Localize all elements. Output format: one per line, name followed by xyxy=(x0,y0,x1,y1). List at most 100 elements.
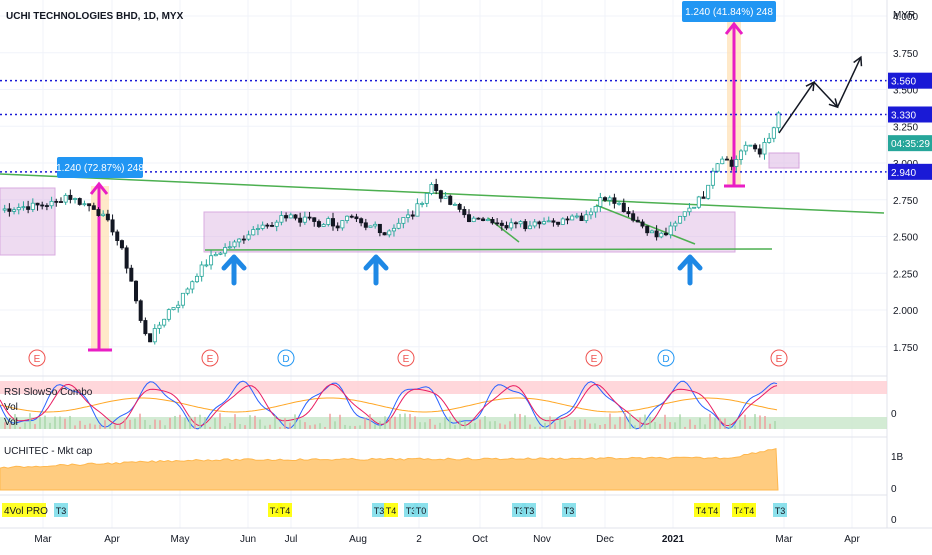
oscillator-volume-bar xyxy=(339,414,341,429)
volume-badge-bg-2 xyxy=(278,503,292,517)
oscillator-volume-bar xyxy=(234,414,236,429)
price-tick-1: 3.750 xyxy=(893,49,918,60)
event-marker-label-3: E xyxy=(403,354,410,365)
candle-body-113 xyxy=(527,225,532,230)
oscillator-volume-bar xyxy=(69,415,71,429)
candle-body-87 xyxy=(406,214,411,218)
candle-body-30 xyxy=(138,300,143,321)
candle-body-22 xyxy=(101,213,106,216)
candle-body-55 xyxy=(255,228,260,230)
oscillator-volume-bar xyxy=(479,419,481,429)
projection-segment-2 xyxy=(836,56,862,108)
oscillator-volume-bar xyxy=(219,413,221,429)
oscillator-volume-bar xyxy=(529,424,531,429)
volume-badge-8: T3 xyxy=(524,506,535,516)
oscillator-volume-bar xyxy=(349,425,351,429)
price-axis-unit: MYR xyxy=(893,10,915,21)
volume-badge-12: T4 xyxy=(734,506,745,516)
candle-body-61 xyxy=(284,215,289,219)
volume-badge-3: T3 xyxy=(374,506,385,516)
candle-body-69 xyxy=(321,224,326,227)
market-cap-tick-0: 0 xyxy=(891,484,897,495)
oscillator-volume-bar xyxy=(259,419,261,429)
price-label-bg-3 xyxy=(888,163,932,180)
candle-body-32 xyxy=(148,333,153,343)
oscillator-volume-bar xyxy=(709,413,711,429)
time-tick-10: 2021 xyxy=(662,534,685,545)
oscillator-volume-bar xyxy=(614,424,616,429)
oscillator-volume-bar xyxy=(549,416,551,429)
range-box-left xyxy=(0,187,56,256)
candle-body-42 xyxy=(194,275,199,283)
oscillator-volume-bar xyxy=(319,423,321,429)
candle-body-148 xyxy=(692,206,697,209)
measure-label-2-text: 1.240 (41.84%) 248 xyxy=(685,7,773,18)
candle-body-125 xyxy=(584,214,589,221)
event-marker-label-5: D xyxy=(662,354,669,365)
measure-label-2[interactable]: 1.240 (41.84%) 248 xyxy=(682,1,776,22)
candle-body-156 xyxy=(729,159,734,167)
volume-badge-bg-0 xyxy=(54,503,68,517)
event-marker-circle-2 xyxy=(277,349,295,367)
oscillator-volume-bar xyxy=(114,424,116,429)
oscillator-volume-bar xyxy=(4,422,6,429)
candle-body-24 xyxy=(110,219,115,233)
oscillator-volume-bar xyxy=(299,419,301,429)
candle-body-29 xyxy=(134,280,139,302)
oscillator-volume-bar xyxy=(464,421,466,429)
market-cap-pane[interactable]: UCHITEC - Mkt cap 1B 0 xyxy=(0,436,904,495)
oscillator-volume-bar xyxy=(159,420,161,429)
candle-body-68 xyxy=(316,221,321,227)
candle-body-62 xyxy=(288,214,293,219)
candle-body-159 xyxy=(743,144,748,152)
candle-body-154 xyxy=(720,158,725,165)
candle-body-118 xyxy=(551,220,556,223)
candle-body-123 xyxy=(574,215,579,218)
candle-body-4 xyxy=(16,207,21,211)
candle-body-3 xyxy=(12,209,17,212)
oscillator-volume-bar xyxy=(584,419,586,429)
volume-badge-14: T3 xyxy=(775,506,786,516)
candle-body-100 xyxy=(466,214,471,223)
candle-body-152 xyxy=(710,170,715,186)
oscillator-volume-bar xyxy=(94,424,96,429)
oscillator-volume-bar xyxy=(659,423,661,429)
candle-body-120 xyxy=(560,218,565,225)
volume-pane-value: 0 xyxy=(891,515,897,526)
candle-body-75 xyxy=(349,215,354,218)
candle-body-49 xyxy=(227,246,232,249)
oscillator-lines xyxy=(0,380,778,430)
oscillator-volume-bar xyxy=(84,424,86,429)
oscillator-k-line xyxy=(0,380,778,430)
candle-body-10 xyxy=(44,205,49,207)
oscillator-volume-bar xyxy=(254,415,256,429)
candle-body-7 xyxy=(30,202,35,210)
oscillator-volume-bar xyxy=(459,419,461,429)
oscillator-volume-bar xyxy=(689,419,691,429)
volume-badge-2: T4 xyxy=(280,506,291,516)
candle-body-77 xyxy=(359,218,364,224)
measure-label-1[interactable]: 1.240 (72.87%) 248 xyxy=(56,157,144,178)
oscillator-pane[interactable]: RSI SlowSo Combo Vol Vol 0 xyxy=(0,375,897,430)
price-label-bg-2 xyxy=(888,135,932,152)
oscillator-volume-bar xyxy=(129,419,131,429)
oscillator-volume-bar xyxy=(264,425,266,429)
candle-body-92 xyxy=(429,184,434,194)
time-tick-5: Aug xyxy=(349,534,367,545)
candle-body-35 xyxy=(162,318,167,326)
oscillator-volume-bar xyxy=(384,416,386,429)
candle-body-36 xyxy=(166,309,171,320)
candle-body-37 xyxy=(171,307,176,311)
oscillator-volume-bar xyxy=(229,423,231,429)
volume-pro-pane[interactable]: T3 T4 T4 T3 T4 T3 T0 T3 T3 T3 T4 T4 T4 T4 T3 4Vol PRO … xyxy=(0,494,897,526)
oscillator-sub2: Vol xyxy=(4,417,18,428)
volume-badge-bg-11 xyxy=(706,503,720,517)
price-tick-8: 2.000 xyxy=(893,306,918,317)
candle-body-60 xyxy=(279,215,284,223)
oscillator-volume-bar xyxy=(684,426,686,429)
oscillator-volume-bar xyxy=(199,414,201,429)
volume-badge-4: T4 xyxy=(386,506,397,516)
